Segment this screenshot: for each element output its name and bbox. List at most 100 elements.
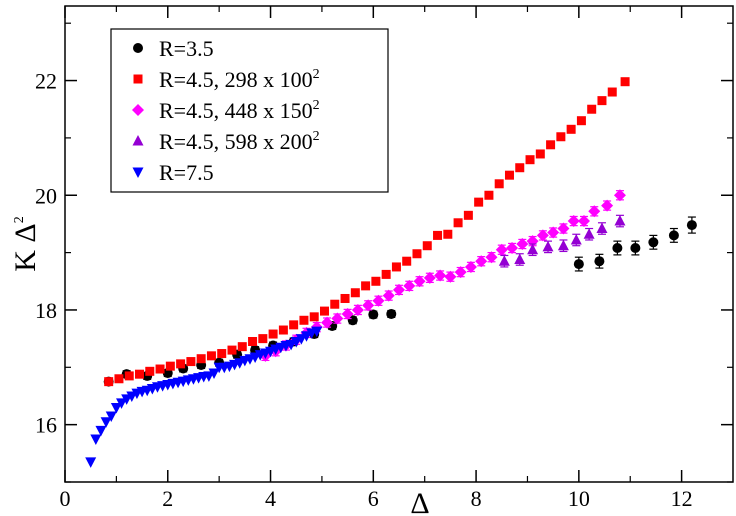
y-tick-label: 18 — [35, 298, 57, 323]
data-point — [453, 218, 463, 228]
data-point — [393, 283, 405, 296]
data-point — [648, 237, 659, 248]
data-point — [391, 262, 401, 272]
data-point — [372, 294, 385, 307]
data-point — [434, 269, 447, 282]
data-point — [165, 361, 175, 371]
data-point — [382, 289, 395, 302]
data-point — [104, 377, 114, 387]
legend-marker — [133, 74, 143, 84]
data-point — [546, 140, 556, 150]
data-point — [594, 256, 605, 267]
data-point — [331, 312, 344, 325]
data-point — [536, 229, 549, 242]
data-point — [686, 220, 697, 231]
data-point — [454, 266, 467, 279]
data-point — [237, 342, 247, 352]
data-point — [350, 288, 360, 298]
x-tick-label: 0 — [60, 486, 71, 511]
data-point — [351, 303, 364, 316]
data-point — [601, 199, 614, 212]
data-point — [116, 398, 128, 409]
x-tick-label: 8 — [471, 486, 482, 511]
y-tick-label: 16 — [35, 413, 57, 438]
legend-item: R=4.5, 598 x 2002 — [132, 129, 320, 154]
data-point — [464, 260, 477, 273]
y-axis-title-exponent: 2 — [12, 216, 27, 223]
legend-label: R=7.5 — [159, 160, 214, 185]
data-point — [258, 334, 268, 344]
data-point — [668, 230, 679, 241]
data-point — [516, 238, 529, 250]
data-point — [403, 279, 416, 292]
x-tick-label: 12 — [671, 486, 693, 511]
data-point — [85, 457, 97, 468]
series-R=7.5 — [85, 326, 323, 468]
data-point — [135, 369, 145, 379]
data-point — [566, 124, 576, 134]
legend-box — [110, 28, 389, 193]
data-point — [145, 366, 155, 376]
data-marks — [85, 77, 697, 468]
data-point — [506, 242, 519, 255]
data-point — [443, 229, 453, 239]
data-point — [371, 276, 381, 286]
x-tick-label: 2 — [162, 486, 173, 511]
data-point — [596, 222, 608, 234]
data-point — [268, 329, 278, 339]
data-point — [319, 306, 329, 316]
data-point — [95, 425, 107, 437]
data-point — [90, 434, 102, 445]
data-point — [525, 155, 535, 165]
data-point — [110, 402, 122, 414]
data-point — [217, 349, 227, 359]
data-point — [557, 222, 570, 235]
data-point — [347, 315, 358, 326]
data-point — [515, 163, 525, 173]
x-axis-title: Δ — [410, 487, 429, 516]
legend-label-main: R=7.5 — [159, 160, 214, 185]
data-point — [412, 249, 422, 259]
legend-marker — [133, 43, 143, 53]
legend-label: R=4.5, 298 x 1002 — [159, 67, 320, 92]
legend-label: R=3.5 — [159, 36, 214, 61]
data-point — [155, 364, 165, 374]
y-tick-label: 20 — [35, 183, 57, 208]
data-point — [484, 190, 494, 200]
data-point — [341, 307, 354, 320]
data-point — [607, 87, 617, 97]
legend-item: R=7.5 — [132, 160, 214, 185]
legend-item: R=4.5, 448 x 1502 — [132, 98, 320, 123]
data-point — [567, 215, 580, 228]
data-point — [475, 255, 488, 268]
data-point — [504, 170, 514, 180]
data-point — [570, 233, 582, 245]
x-tick-label: 10 — [568, 486, 590, 511]
data-point — [547, 226, 560, 239]
data-point — [105, 411, 117, 423]
legend-item: R=4.5, 298 x 1002 — [133, 67, 320, 92]
data-point — [573, 259, 584, 270]
data-point — [311, 326, 323, 338]
data-point — [321, 316, 334, 329]
data-point — [227, 345, 237, 355]
x-tick-label: 6 — [368, 486, 379, 511]
legend-label-exponent: 2 — [313, 98, 320, 113]
data-point — [423, 271, 436, 284]
data-point — [463, 210, 473, 220]
data-point — [630, 243, 641, 254]
series-R=4.5, 298 x 100^2 — [104, 77, 630, 387]
data-point — [620, 77, 630, 87]
y-axis-title-main: K Δ — [9, 223, 42, 271]
data-point — [278, 325, 288, 335]
data-point — [514, 253, 526, 264]
data-point — [361, 281, 371, 291]
legend-label-main: R=4.5, 448 x 150 — [159, 98, 313, 123]
data-point — [612, 243, 623, 254]
data-point — [248, 336, 258, 346]
data-point — [299, 315, 309, 325]
data-point — [381, 269, 391, 279]
data-point — [386, 308, 397, 319]
